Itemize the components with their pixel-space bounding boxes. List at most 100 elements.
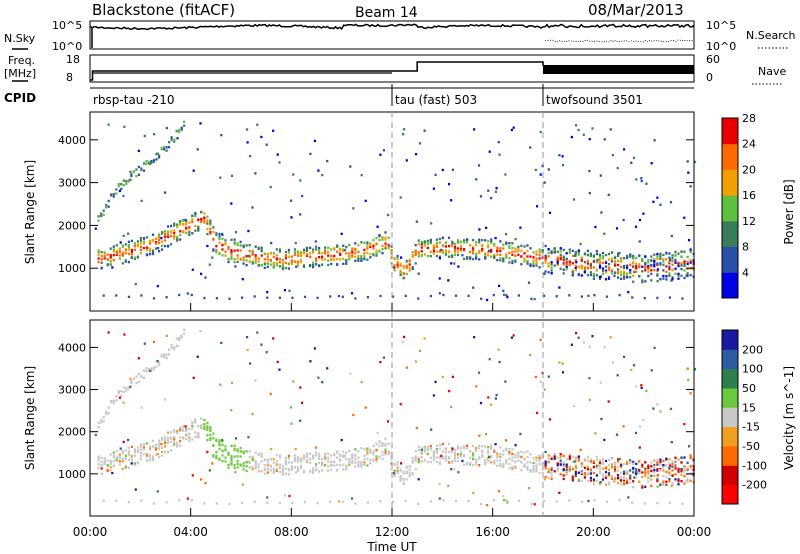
power-cell <box>475 243 478 246</box>
power-cell <box>102 213 105 217</box>
power-cell <box>175 129 178 133</box>
power-cell <box>604 261 608 264</box>
power-cell <box>626 256 629 260</box>
velocity-cell <box>351 461 354 464</box>
power-cell-scatter <box>536 205 539 208</box>
power-cell <box>330 262 333 266</box>
velocity-cell <box>140 374 143 377</box>
power-cell <box>620 265 623 269</box>
velocity-cell-scatter <box>616 374 619 377</box>
velocity-cell <box>218 439 221 442</box>
velocity-cell-scatter <box>392 472 395 475</box>
power-cell <box>206 232 209 236</box>
velocity-cell <box>677 458 680 461</box>
power-cell <box>432 249 435 253</box>
power-cell <box>97 260 100 264</box>
power-cell <box>647 258 650 262</box>
power-cell-scatter <box>599 174 602 177</box>
power-cell <box>109 255 112 259</box>
power-cell-near <box>379 294 382 298</box>
power-cell <box>610 251 614 254</box>
velocity-cell <box>523 465 526 469</box>
velocity-cell <box>125 389 128 392</box>
velocity-cell <box>644 471 647 474</box>
power-cell <box>393 264 396 267</box>
velocity-cell <box>632 471 635 474</box>
power-cell <box>260 250 263 253</box>
velocity-cell <box>689 454 692 457</box>
velocity-cell <box>595 474 598 477</box>
velocity-cell-near <box>215 502 218 505</box>
velocity-cell <box>414 459 417 463</box>
power-cell <box>659 277 662 281</box>
velocity-cell <box>142 452 146 456</box>
velocity-cell <box>496 464 499 468</box>
power-cell-scatter <box>570 135 573 139</box>
velocity-colorbar-tick: 15 <box>742 401 756 414</box>
power-cell <box>653 253 656 256</box>
velocity-cell <box>574 472 577 475</box>
power-cell <box>459 240 463 243</box>
ytick-label: 2000 <box>58 426 86 439</box>
power-cell <box>598 256 602 259</box>
power-cell <box>499 253 502 257</box>
power-cell <box>659 254 662 258</box>
power-cell-scatter <box>504 173 507 176</box>
velocity-cell <box>254 451 257 454</box>
velocity-cell <box>182 436 185 439</box>
velocity-cell-scatter <box>186 497 189 500</box>
power-cell-scatter <box>196 148 199 151</box>
velocity-cell <box>469 456 472 460</box>
power-cell-scatter <box>107 123 110 126</box>
power-cell <box>269 252 272 255</box>
power-cell <box>426 254 429 258</box>
power-cell <box>644 263 647 266</box>
power-cell <box>345 262 348 265</box>
power-cell <box>604 271 608 274</box>
velocity-cell <box>656 458 659 462</box>
velocity-cell <box>97 421 100 424</box>
power-cell-scatter <box>432 187 435 190</box>
colorbar-swatch <box>722 407 738 428</box>
power-cell-scatter <box>200 272 203 276</box>
power-cell <box>677 262 680 265</box>
power-cell <box>112 193 115 196</box>
power-cell <box>620 270 623 274</box>
power-cell <box>309 264 312 267</box>
power-cell <box>281 259 284 262</box>
velocity-cell-scatter <box>488 455 491 459</box>
power-cell <box>97 250 100 253</box>
velocity-cell <box>626 462 629 465</box>
velocity-cell <box>254 462 257 465</box>
power-cell <box>167 235 170 239</box>
power-cell <box>601 269 605 273</box>
power-cell <box>212 231 215 234</box>
power-cell <box>254 258 257 261</box>
velocity-cell <box>583 458 586 461</box>
velocity-cell-scatter <box>687 378 690 381</box>
power-cell <box>432 248 435 251</box>
power-cell <box>188 221 191 224</box>
power-cell <box>396 261 399 265</box>
velocity-cell <box>405 471 408 475</box>
velocity-cell-scatter <box>160 443 163 446</box>
velocity-cell <box>161 446 164 449</box>
velocity-cell <box>565 468 568 471</box>
power-cell <box>375 243 378 246</box>
power-cell <box>227 257 230 261</box>
power-cell <box>324 252 327 255</box>
velocity-cell <box>263 468 266 472</box>
power-cell <box>170 136 173 139</box>
velocity-cell <box>508 452 511 456</box>
velocity-cell <box>139 451 142 455</box>
power-cell-near <box>517 294 520 297</box>
velocity-cell <box>601 457 605 461</box>
power-cell <box>296 262 300 266</box>
xtick-label: 12:00 <box>375 525 410 539</box>
power-cell <box>481 248 484 251</box>
velocity-cell-near <box>341 500 344 504</box>
velocity-cell <box>435 444 438 447</box>
velocity-cell-scatter <box>309 360 312 363</box>
power-cell-scatter <box>519 226 522 229</box>
